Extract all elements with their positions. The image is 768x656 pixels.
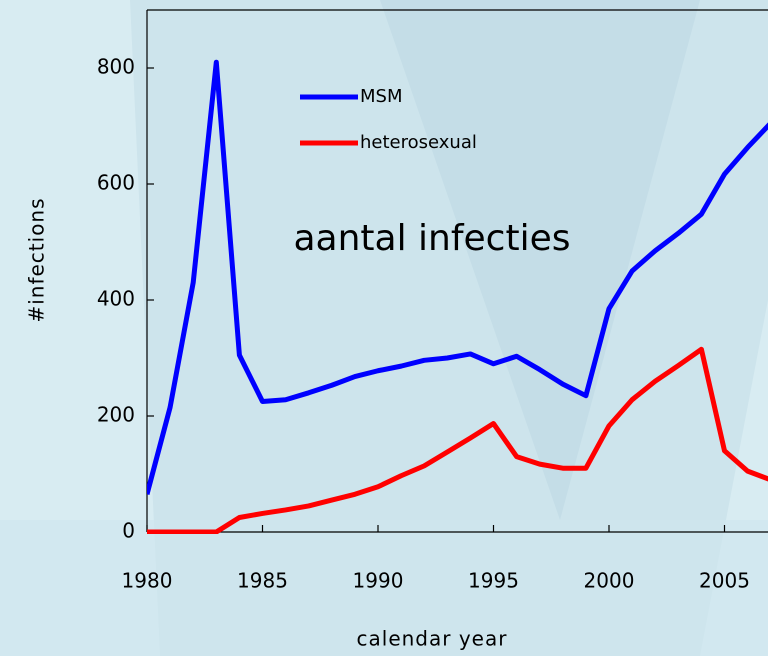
x-tick-label: 2005: [699, 569, 750, 593]
plot-area: [147, 59, 768, 534]
series-line: [147, 346, 768, 534]
x-axis-label: calendar year: [357, 627, 508, 651]
annotation: aantal infecties: [293, 218, 570, 259]
x-tick-label: 1985: [237, 569, 288, 593]
y-tick-label: 200: [97, 403, 135, 427]
y-axis-label: #infections: [25, 197, 49, 322]
y-tick-label: 0: [122, 519, 135, 543]
y-tick-label: 400: [97, 287, 135, 311]
legend-label: MSM: [360, 86, 403, 107]
legend-label: heterosexual: [360, 132, 477, 153]
y-tick-label: 800: [97, 55, 135, 79]
series-line: [147, 59, 768, 495]
x-tick-label: 1995: [468, 569, 519, 593]
y-tick-label: 600: [97, 171, 135, 195]
x-tick-label: 2000: [584, 569, 635, 593]
x-tick-label: 1980: [122, 569, 173, 593]
x-tick-label: 1990: [353, 569, 404, 593]
